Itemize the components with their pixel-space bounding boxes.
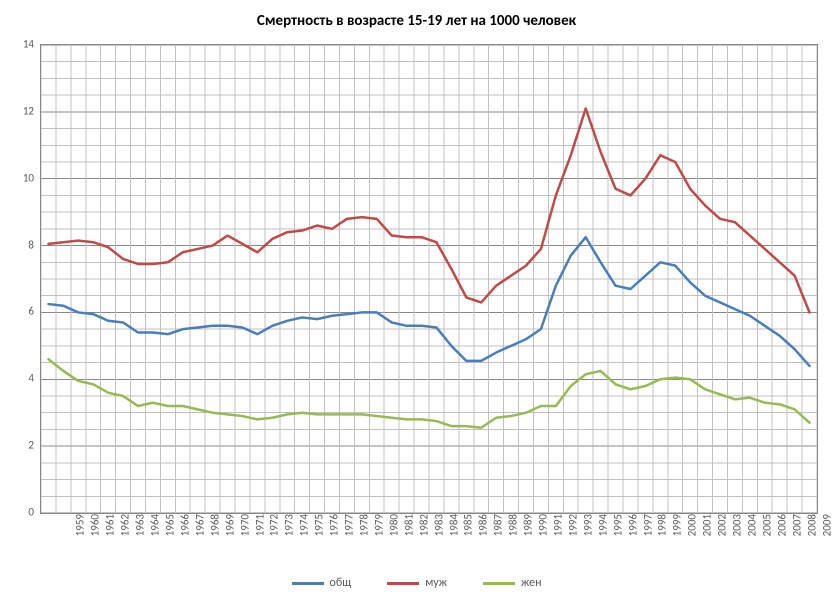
chart-title: Смертность в возрасте 15-19 лет на 1000 …: [0, 12, 833, 30]
series-line-муж: [48, 109, 809, 313]
x-tick-label: 1970: [238, 514, 251, 536]
x-tick-label: 1998: [656, 514, 669, 536]
x-tick-label: 1963: [133, 514, 146, 536]
x-tick-label: 1987: [492, 514, 505, 536]
legend-item-жен: жен: [483, 576, 542, 590]
x-tick-label: 1991: [551, 514, 564, 536]
plot-area: [40, 44, 818, 514]
y-tick-label: 4: [28, 372, 34, 385]
x-tick-label: 1961: [104, 514, 117, 536]
x-tick-label: 1962: [119, 514, 132, 536]
x-tick-label: 2008: [805, 514, 818, 536]
x-tick-label: 2009: [820, 514, 833, 536]
x-tick-label: 1977: [342, 514, 355, 536]
x-tick-label: 1960: [89, 514, 102, 536]
x-tick-label: 1973: [283, 514, 296, 536]
x-tick-label: 1967: [193, 514, 206, 536]
y-tick-label: 8: [28, 238, 34, 251]
x-tick-label: 2000: [686, 514, 699, 536]
legend-label: жен: [521, 576, 542, 590]
x-tick-label: 1968: [208, 514, 221, 536]
chart-container: Смертность в возрасте 15-19 лет на 1000 …: [0, 0, 833, 600]
x-tick-label: 1971: [253, 514, 266, 536]
legend-label: общ: [330, 576, 352, 590]
legend-swatch-icon: [292, 582, 324, 585]
x-tick-label: 1994: [596, 514, 609, 536]
x-tick-label: 1975: [313, 514, 326, 536]
legend-item-общ: общ: [292, 576, 352, 590]
legend: общ муж жен: [0, 575, 833, 591]
x-tick-label: 2004: [745, 514, 758, 536]
legend-swatch-icon: [387, 582, 419, 585]
x-tick-label: 1990: [536, 514, 549, 536]
y-axis-labels: 02468101214: [0, 44, 40, 512]
x-tick-label: 1988: [507, 514, 520, 536]
x-tick-label: 2007: [790, 514, 803, 536]
legend-label: муж: [425, 576, 447, 590]
x-tick-label: 1976: [327, 514, 340, 536]
x-tick-label: 1978: [357, 514, 370, 536]
x-tick-label: 1992: [566, 514, 579, 536]
x-tick-label: 2006: [775, 514, 788, 536]
series-line-жен: [48, 359, 809, 428]
x-tick-label: 1996: [626, 514, 639, 536]
x-tick-label: 2003: [730, 514, 743, 536]
legend-swatch-icon: [483, 582, 515, 585]
x-tick-label: 1979: [372, 514, 385, 536]
x-axis-labels: 1959196019611962196319641965196619671968…: [40, 512, 816, 562]
x-tick-label: 1969: [223, 514, 236, 536]
x-tick-label: 2001: [701, 514, 714, 536]
series-line-общ: [48, 237, 809, 366]
x-tick-label: 1965: [163, 514, 176, 536]
x-tick-label: 1959: [74, 514, 87, 536]
y-tick-label: 2: [28, 439, 34, 452]
x-tick-label: 1980: [387, 514, 400, 536]
x-tick-label: 1984: [447, 514, 460, 536]
x-tick-label: 1964: [148, 514, 161, 536]
x-tick-label: 1995: [611, 514, 624, 536]
y-tick-label: 6: [28, 305, 34, 318]
x-tick-label: 1972: [268, 514, 281, 536]
x-tick-label: 1974: [298, 514, 311, 536]
y-tick-label: 0: [28, 506, 34, 519]
x-tick-label: 1982: [417, 514, 430, 536]
x-tick-label: 1986: [477, 514, 490, 536]
y-tick-label: 12: [23, 104, 34, 117]
x-tick-label: 1981: [402, 514, 415, 536]
x-tick-label: 1983: [432, 514, 445, 536]
x-tick-label: 1966: [178, 514, 191, 536]
x-tick-label: 2005: [760, 514, 773, 536]
legend-item-муж: муж: [387, 576, 447, 590]
x-tick-label: 2002: [715, 514, 728, 536]
y-tick-label: 14: [23, 38, 34, 51]
x-tick-label: 1985: [462, 514, 475, 536]
y-tick-label: 10: [23, 171, 34, 184]
x-tick-label: 1999: [671, 514, 684, 536]
x-tick-label: 1993: [581, 514, 594, 536]
series-layer: [41, 45, 817, 513]
x-tick-label: 1989: [521, 514, 534, 536]
x-tick-label: 1997: [641, 514, 654, 536]
